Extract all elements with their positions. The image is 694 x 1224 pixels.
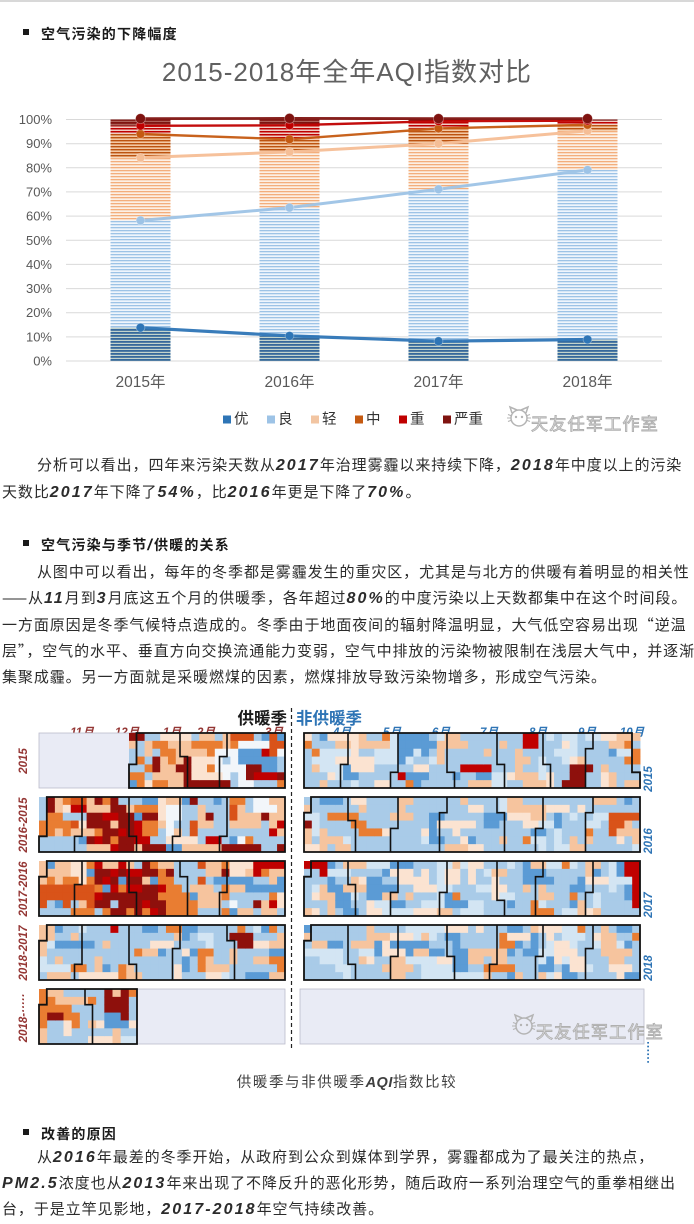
svg-text:10%: 10% [26, 326, 52, 345]
svg-text:······: ······ [640, 1041, 656, 1064]
svg-text:70%: 70% [26, 181, 52, 200]
svg-text:100%: 100% [19, 109, 53, 128]
svg-text:2015: 2015 [15, 748, 31, 775]
svg-text:中: 中 [366, 408, 381, 429]
svg-text:2015: 2015 [640, 766, 656, 793]
svg-text:2015年: 2015年 [116, 370, 166, 392]
svg-text:2018-·····: 2018-····· [15, 994, 31, 1044]
svg-text:非供暖季: 非供暖季 [296, 705, 363, 729]
svg-text:2018年: 2018年 [563, 370, 613, 392]
svg-text:2016: 2016 [640, 828, 656, 855]
svg-text:供暖季: 供暖季 [238, 705, 288, 729]
svg-text:2017: 2017 [640, 892, 656, 919]
svg-text:2015-2018年全年AQI指数对比: 2015-2018年全年AQI指数对比 [162, 52, 532, 89]
svg-text:优: 优 [234, 408, 249, 429]
svg-text:2016年: 2016年 [265, 370, 315, 392]
svg-text:80%: 80% [26, 157, 52, 176]
svg-text:轻: 轻 [322, 408, 337, 429]
svg-text:良: 良 [278, 408, 293, 429]
svg-text:2017年: 2017年 [414, 370, 464, 392]
svg-text:60%: 60% [26, 206, 52, 225]
svg-text:40%: 40% [26, 254, 52, 273]
svg-text:2016-2015: 2016-2015 [15, 797, 31, 854]
svg-text:90%: 90% [26, 133, 52, 152]
svg-text:2018-2017: 2018-2017 [15, 925, 31, 982]
svg-text:20%: 20% [26, 302, 52, 321]
svg-text:50%: 50% [26, 230, 52, 249]
svg-text:30%: 30% [26, 278, 52, 297]
svg-text:2018: 2018 [640, 955, 656, 982]
svg-text:重: 重 [410, 408, 425, 429]
svg-text:2017-2016: 2017-2016 [15, 861, 31, 918]
svg-text:0%: 0% [33, 351, 52, 370]
svg-text:严重: 严重 [454, 408, 483, 429]
